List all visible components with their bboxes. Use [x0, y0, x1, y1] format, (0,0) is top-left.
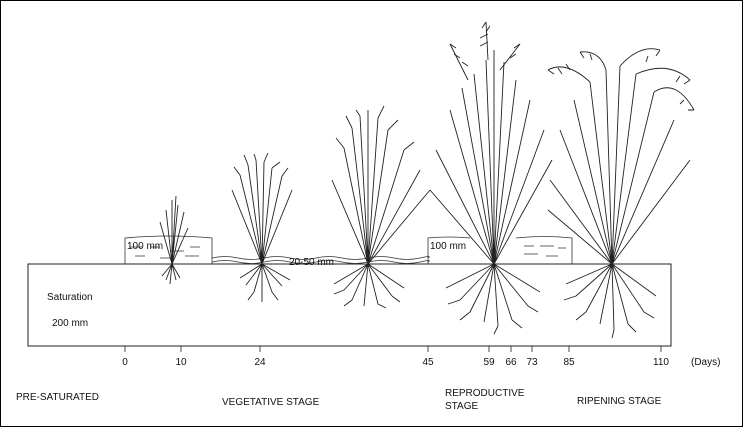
flood-block-3	[515, 236, 573, 264]
day-tick-label: 59	[483, 357, 495, 368]
flood-block-1	[124, 235, 213, 264]
day-tick-label: 73	[526, 357, 538, 368]
day-tick-label: 45	[422, 357, 434, 368]
day-tick-label: 85	[563, 357, 575, 368]
day-tick-label: 0	[122, 357, 128, 368]
late-vegetative-plant	[331, 105, 431, 309]
ripening-plant	[547, 48, 695, 339]
stage-reproductive: REPRODUCTIVE STAGE	[445, 387, 524, 413]
stage-vegetative: VEGETATIVE STAGE	[222, 397, 320, 408]
stage-ripening: RIPENING STAGE	[577, 396, 662, 407]
shallow-water-label: 20-50 mm	[289, 257, 335, 268]
soil-profile	[27, 263, 672, 347]
saturation-depth-label: 200 mm	[52, 318, 89, 329]
stage-pre-saturated: PRE-SATURATED	[16, 392, 99, 403]
days-unit-label: (Days)	[691, 357, 721, 368]
flowering-plant	[429, 21, 553, 335]
saturation-label: Saturation	[47, 292, 93, 303]
flood-depth-label-1: 100 mm	[127, 241, 164, 252]
day-tick-label: 10	[175, 357, 187, 368]
flood-block-2	[427, 236, 471, 264]
timeline-axis	[124, 346, 662, 352]
seedling-plant	[159, 195, 189, 285]
shallow-water	[211, 256, 430, 264]
flood-depth-label-2: 100 mm	[430, 241, 467, 252]
day-tick-label: 66	[505, 357, 517, 368]
stage-reproductive-line2: STAGE	[445, 401, 479, 412]
stage-reproductive-line1: REPRODUCTIVE	[445, 388, 525, 399]
day-tick-label: 110	[653, 357, 669, 368]
tillering-plant	[231, 152, 293, 302]
day-tick-label: 24	[254, 357, 266, 368]
